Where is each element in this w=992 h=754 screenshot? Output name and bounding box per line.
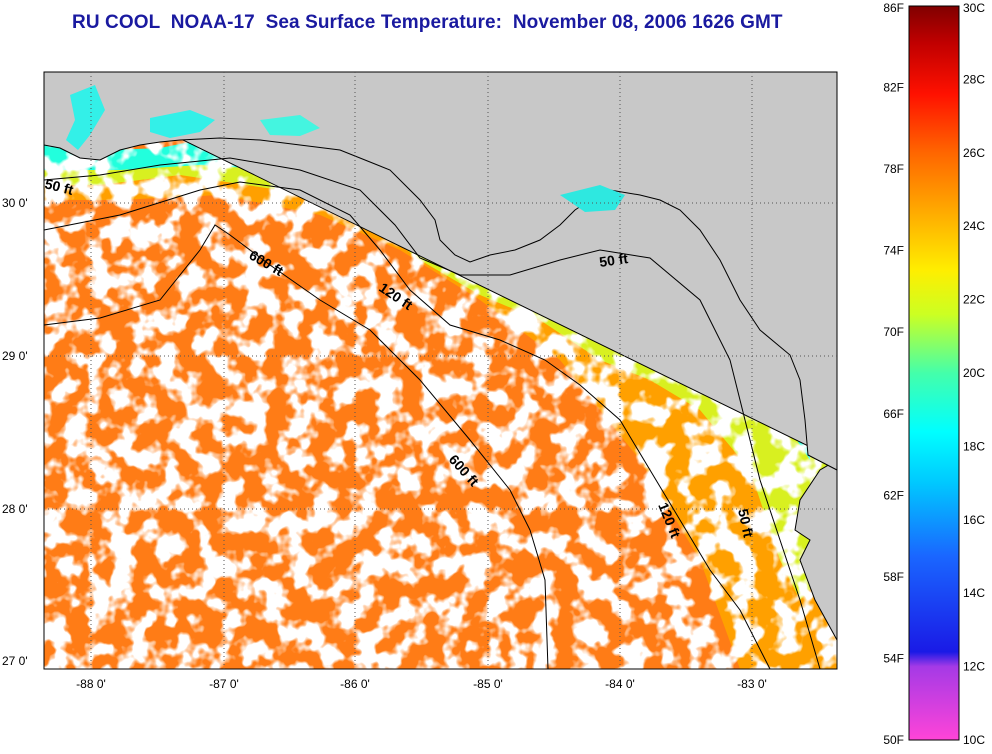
colorbar-f-label: 70F — [883, 325, 904, 339]
lat-label-28: 28 0' — [2, 502, 28, 516]
choctawhatchee-bay — [260, 115, 320, 136]
colorbar-c-label: 20C — [963, 366, 985, 380]
colorbar-f-label: 78F — [883, 162, 904, 176]
colorbar-c-label: 28C — [963, 72, 985, 86]
colorbar-c-label: 14C — [963, 586, 985, 600]
colorbar-fahrenheit-ticks: 86F 82F 78F 74F 70F 66F 62F 58F 54F 50F — [883, 1, 904, 747]
lat-label-29: 29 0' — [2, 349, 28, 363]
lon-label-83: -83 0' — [737, 677, 767, 691]
colorbar-f-label: 82F — [883, 81, 904, 95]
contour-120ft — [43, 181, 771, 670]
colorbar-c-label: 24C — [963, 219, 985, 233]
land-north-coast — [44, 72, 837, 471]
mobile-bay — [66, 85, 105, 150]
colorbar-gradient — [908, 5, 960, 741]
lon-label-88: -88 0' — [76, 677, 106, 691]
lon-label-87: -87 0' — [209, 677, 239, 691]
colorbar-f-label: 74F — [883, 244, 904, 258]
lat-label-30: 30 0' — [2, 196, 28, 210]
grid — [44, 72, 837, 669]
colorbar-f-label: 54F — [883, 651, 904, 665]
plot-frame — [43, 71, 838, 670]
contour-label-50ft-east: 50 ft — [598, 250, 629, 270]
bathymetry-contours — [43, 157, 821, 670]
colorbar-c-label: 18C — [963, 439, 985, 453]
colorbar-c-label: 26C — [963, 146, 985, 160]
colorbar-f-label: 66F — [883, 407, 904, 421]
land-florida — [44, 72, 837, 669]
colorbar-f-label: 50F — [883, 733, 904, 747]
colorbar-c-label: 12C — [963, 660, 985, 674]
lon-label-85: -85 0' — [473, 677, 503, 691]
contour-50ft — [43, 157, 821, 670]
lat-label-27: 27 0' — [2, 654, 28, 668]
colorbar-f-label: 86F — [883, 1, 904, 15]
colorbar-c-label: 30C — [963, 1, 985, 15]
lon-label-84: -84 0' — [605, 677, 635, 691]
colorbar-f-label: 58F — [883, 570, 904, 584]
contour-label-50ft-southeast: 50 ft — [735, 507, 757, 539]
lon-label-86: -86 0' — [340, 677, 370, 691]
colorbar-f-label: 62F — [883, 488, 904, 502]
colorbar-c-label: 10C — [963, 733, 985, 747]
apalachee-bay — [560, 185, 625, 212]
pensacola-bay — [150, 110, 215, 138]
map-title: RU COOL NOAA-17 Sea Surface Temperature:… — [72, 12, 783, 33]
colorbar-c-label: 22C — [963, 293, 985, 307]
contour-600ft — [43, 224, 549, 670]
colorbar-c-label: 16C — [963, 513, 985, 527]
contour-label-50ft-west: 50 ft — [43, 175, 75, 198]
colorbar-celsius-ticks: 30C 28C 26C 24C 22C 20C 18C 16C 14C 12C 10C — [963, 1, 985, 747]
